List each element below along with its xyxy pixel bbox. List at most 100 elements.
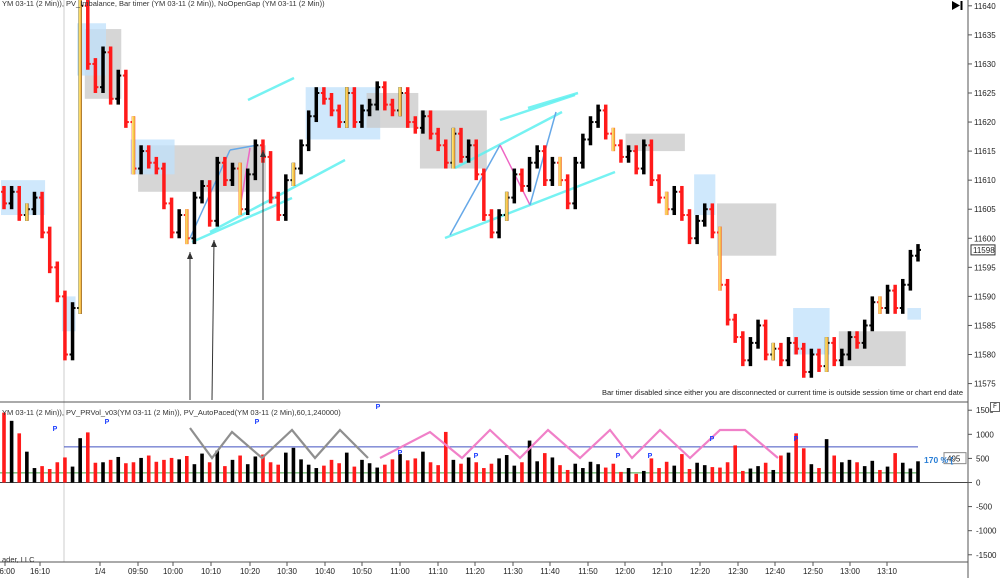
volume-bar xyxy=(504,455,509,483)
volume-bar xyxy=(2,412,6,483)
price-bar xyxy=(404,87,411,128)
price-bar xyxy=(419,110,426,134)
price-tick-label: 11640 xyxy=(974,2,996,11)
volume-bar xyxy=(185,456,189,483)
volume-bar xyxy=(619,471,623,483)
volume-bar xyxy=(375,467,380,483)
price-bar xyxy=(854,331,861,349)
scroll-to-end-icon[interactable] xyxy=(950,0,964,11)
price-bar xyxy=(633,145,640,175)
price-bar xyxy=(252,139,259,181)
price-bar xyxy=(610,127,617,152)
volume-bar xyxy=(794,433,798,483)
price-bar xyxy=(427,110,434,140)
price-bar xyxy=(336,104,343,128)
price-bar xyxy=(298,139,305,175)
price-bar xyxy=(899,278,906,314)
volume-bar xyxy=(847,459,852,483)
p-marker: P xyxy=(53,426,58,433)
last-price-box xyxy=(970,244,996,256)
price-bar xyxy=(526,156,533,192)
time-tick-label: 12:30 xyxy=(728,567,749,576)
price-bar xyxy=(374,81,381,111)
price-bar xyxy=(511,168,518,204)
imbalance-highlight xyxy=(451,127,455,169)
volume-bar xyxy=(573,463,578,483)
imbalance-highlight xyxy=(185,209,189,245)
price-bar xyxy=(442,139,449,169)
price-bar xyxy=(762,319,769,361)
volume-bar xyxy=(17,433,22,483)
volume-bar xyxy=(146,455,151,483)
price-bar xyxy=(275,191,282,221)
price-bar xyxy=(351,87,358,128)
price-bar xyxy=(115,69,122,105)
volume-bar xyxy=(687,469,692,483)
annotation-arrowhead xyxy=(260,150,266,157)
price-bar xyxy=(176,209,183,239)
annotation-arrowhead xyxy=(187,252,193,259)
price-bar xyxy=(557,156,564,186)
price-tick-label: 11605 xyxy=(974,205,996,214)
price-bar xyxy=(138,145,145,175)
value-zone xyxy=(907,308,921,320)
p-marker: P xyxy=(616,453,621,460)
volume-bar xyxy=(413,458,418,483)
time-tick-label: 16:10 xyxy=(30,567,51,576)
price-bar xyxy=(480,168,487,221)
volume-bar xyxy=(817,468,821,483)
panel-menu-icon[interactable]: F xyxy=(990,402,1000,412)
volume-bar xyxy=(55,462,60,483)
volume-bar xyxy=(565,469,570,483)
p-marker: P xyxy=(105,419,110,426)
volume-bar xyxy=(900,462,905,483)
price-bar xyxy=(343,87,350,128)
volume-bar xyxy=(451,459,456,483)
volume-bar xyxy=(520,462,524,483)
p-marker: P xyxy=(255,419,260,426)
time-tick-label: 10:00 xyxy=(163,567,184,576)
volume-bar xyxy=(801,448,806,483)
time-tick-label: 11:20 xyxy=(465,567,485,576)
volume-bar xyxy=(162,459,166,483)
volume-bar xyxy=(268,462,273,483)
volume-tick-label: -500 xyxy=(976,503,993,512)
volume-bar xyxy=(512,465,517,483)
p-marker: P xyxy=(376,404,381,411)
volume-bar xyxy=(344,452,349,483)
price-bar xyxy=(617,139,624,163)
price-bar xyxy=(793,337,800,355)
price-bar xyxy=(320,87,327,105)
volume-bar xyxy=(169,457,174,483)
value-zone xyxy=(625,133,685,152)
price-bar xyxy=(183,209,190,245)
time-tick-label: 11:50 xyxy=(578,567,598,576)
price-bar xyxy=(84,0,91,70)
volume-bar xyxy=(718,467,722,483)
price-bar xyxy=(503,191,510,221)
price-bar xyxy=(915,244,921,262)
volume-bar xyxy=(238,455,242,483)
price-tick-label: 11630 xyxy=(974,60,996,69)
volume-bar xyxy=(596,464,600,483)
volume-bar xyxy=(383,464,387,483)
volume-bar xyxy=(291,447,296,483)
imbalance-highlight xyxy=(558,156,562,186)
volume-bar xyxy=(893,453,897,483)
volume-bar xyxy=(832,455,837,483)
price-bar xyxy=(686,209,693,245)
volume-bar xyxy=(870,460,875,483)
volume-bar xyxy=(108,459,113,483)
price-bar xyxy=(564,174,571,210)
price-bar xyxy=(100,46,107,93)
price-bar xyxy=(541,145,548,186)
price-bar xyxy=(450,127,457,169)
volume-bar xyxy=(558,465,562,483)
volume-bar xyxy=(756,466,760,483)
price-bar xyxy=(54,261,61,303)
value-zone xyxy=(130,139,175,175)
price-tick-label: 11610 xyxy=(974,176,996,185)
volume-bar xyxy=(352,466,357,483)
volume-bar xyxy=(177,459,181,483)
